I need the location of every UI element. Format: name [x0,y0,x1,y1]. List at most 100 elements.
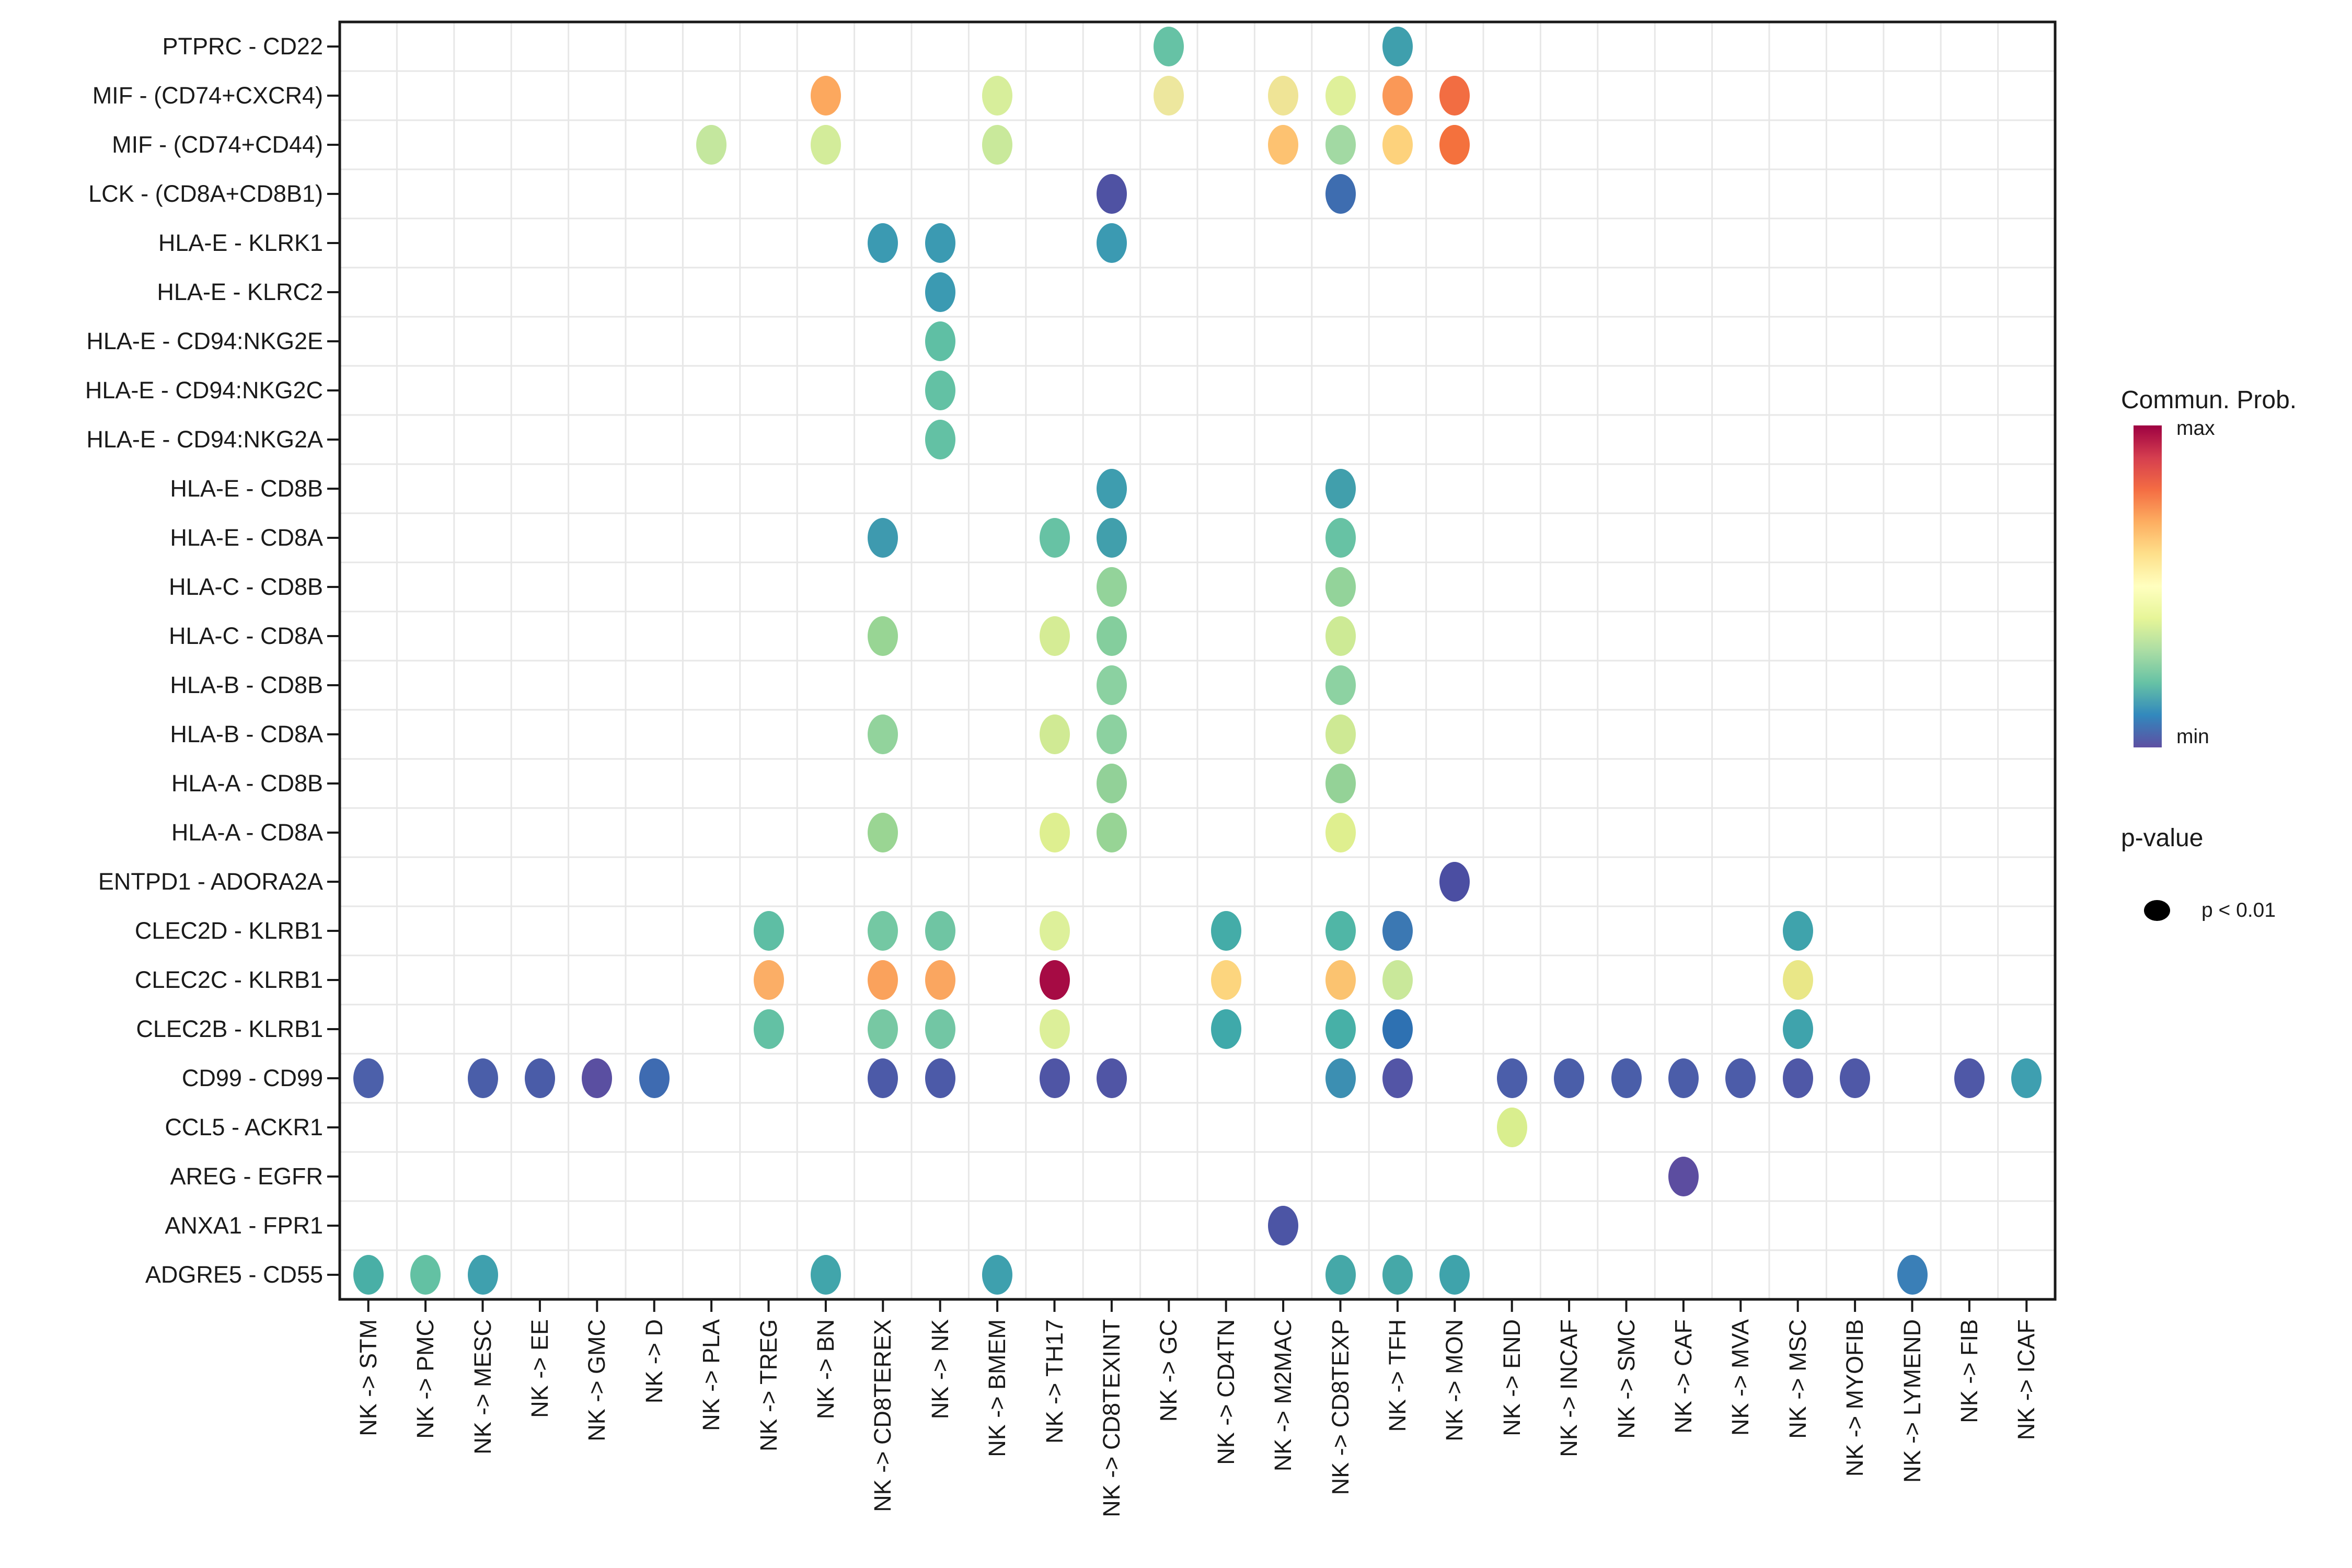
chart-dot [810,76,841,116]
y-axis-label: HLA-B - CD8A [170,721,323,747]
x-axis-label: NK -> ICAF [2013,1319,2040,1440]
chart-dot [1782,911,1813,951]
chart-dot [1268,125,1299,165]
chart-dot [1039,616,1070,656]
chart-dot [2011,1058,2042,1098]
chart-dot [467,1058,498,1098]
chart-dot [1325,125,1356,165]
chart-dot [1382,1009,1413,1049]
chart-dot [1210,911,1241,951]
chart-dot [1210,960,1241,1000]
y-axis-label: CLEC2D - KLRB1 [134,917,323,944]
chart-dot [1382,960,1413,1000]
chart-dot [1611,1058,1642,1098]
chart-dot [1439,1255,1470,1295]
y-axis-label: ENTPD1 - ADORA2A [98,868,323,895]
chart-dot [1325,1009,1356,1049]
x-axis-label: NK -> CD8TEXINT [1098,1319,1125,1517]
x-axis-label: NK -> MSC [1784,1319,1811,1439]
chart-dot [1268,1206,1299,1246]
chart-dot [1382,27,1413,66]
chart-dot [1210,1009,1241,1049]
chart-dot [753,911,784,951]
chart-dot [1382,76,1413,116]
chart-dot [1096,223,1127,263]
y-axis-label: CLEC2C - KLRB1 [134,966,323,993]
chart-dot [1096,813,1127,852]
x-axis-label: NK -> BMEM [984,1319,1011,1457]
chart-dot [1325,1255,1356,1295]
x-axis-label: NK -> PLA [698,1319,725,1431]
y-axis-label: LCK - (CD8A+CD8B1) [88,180,323,207]
chart-dot [810,1255,841,1295]
chart-dot [353,1058,384,1098]
chart-dot [868,911,898,951]
chart-dot [696,125,727,165]
chart-dot [925,371,955,410]
x-axis-label: NK -> MON [1441,1319,1468,1442]
chart-dot [1496,1058,1527,1098]
chart-dot [868,1009,898,1049]
chart-dot [1039,714,1070,754]
chart-dot [868,223,898,263]
x-axis-label: NK -> STM [354,1319,382,1436]
y-axis-label: ANXA1 - FPR1 [165,1212,323,1239]
x-axis-label: NK -> INCAF [1555,1319,1583,1457]
chart-dot [1439,76,1470,116]
chart-dot [582,1058,613,1098]
x-axis-label: NK -> BN [812,1319,839,1420]
chart-dot [1325,665,1356,705]
chart-dot [868,714,898,754]
y-axis-label: MIF - (CD74+CXCR4) [92,82,323,109]
y-axis-label: AREG - EGFR [170,1163,323,1190]
chart-dot [1325,714,1356,754]
x-axis-label: NK -> NK [926,1319,953,1420]
colorbar-title: Commun. Prob. [2121,386,2297,414]
chart-dot [1496,1108,1527,1147]
chart-dot [1325,616,1356,656]
chart-dot [1439,862,1470,902]
chart-dot [1439,125,1470,165]
chart-dot [753,1009,784,1049]
y-axis-label: HLA-E - CD94:NKG2A [86,426,323,453]
x-axis-label: NK -> END [1498,1319,1525,1436]
chart-dot [1039,911,1070,951]
chart-dot [925,1058,955,1098]
x-axis-label: NK -> GC [1155,1319,1182,1422]
chart-dot [524,1058,555,1098]
y-axis-label: CD99 - CD99 [181,1065,323,1091]
x-axis-label: NK -> CD8TEREX [869,1319,896,1512]
chart-dot [925,1009,955,1049]
chart-dot [1382,1255,1413,1295]
y-axis-label: ADGRE5 - CD55 [145,1261,323,1288]
chart-dot [1096,174,1127,214]
chart-dot [1897,1255,1928,1295]
y-axis-label: HLA-E - KLRK1 [158,229,323,256]
chart-dot [1668,1058,1699,1098]
y-axis-label: HLA-B - CD8B [170,672,323,698]
x-axis-label: NK -> MYOFIB [1841,1319,1869,1477]
x-axis-label: NK -> TFH [1383,1319,1411,1432]
chart-dot [1096,518,1127,558]
chart-dot [1382,125,1413,165]
x-axis-label: NK -> MESC [469,1319,496,1455]
x-axis-label: NK -> CAF [1669,1319,1697,1434]
chart-dot [1325,76,1356,116]
x-axis-label: NK -> FIB [1955,1319,1982,1423]
chart-dot [1325,764,1356,803]
chart-dot [1382,911,1413,951]
y-axis-label: HLA-E - KLRC2 [157,279,323,305]
chart-dot [1325,1058,1356,1098]
chart-dot [868,518,898,558]
chart-dot [1096,764,1127,803]
x-axis-label: NK -> CD8TEXP [1327,1319,1354,1495]
chart-dot [1039,518,1070,558]
chart-dot [810,125,841,165]
x-axis-label: NK -> GMC [583,1319,610,1442]
pvalue-legend-title: p-value [2121,824,2204,852]
chart-dot [353,1255,384,1295]
chart-dot [1554,1058,1585,1098]
y-axis-label: HLA-A - CD8A [171,819,323,846]
chart-dot [925,321,955,361]
